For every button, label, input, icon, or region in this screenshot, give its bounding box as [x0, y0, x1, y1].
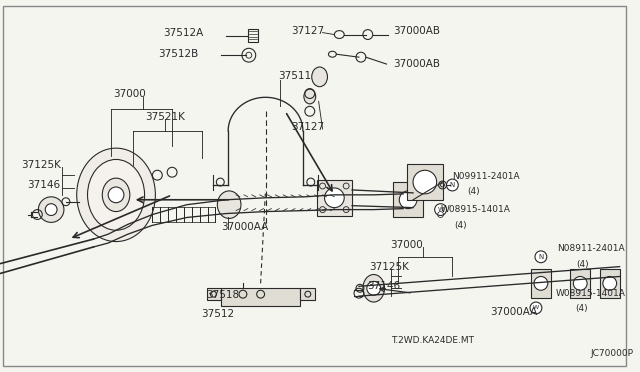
Text: 37511: 37511 [278, 71, 312, 81]
Text: 37000AA: 37000AA [490, 307, 537, 317]
Text: 37512A: 37512A [163, 28, 204, 38]
Text: 37125K: 37125K [22, 160, 61, 170]
Ellipse shape [312, 67, 328, 87]
Text: W: W [438, 207, 444, 212]
Text: (4): (4) [454, 221, 467, 230]
Text: 37127: 37127 [291, 122, 324, 132]
FancyBboxPatch shape [317, 180, 352, 215]
FancyBboxPatch shape [531, 269, 551, 298]
Ellipse shape [218, 191, 241, 218]
Bar [207, 288, 221, 300]
Text: T.2WD.KA24DE.MT: T.2WD.KA24DE.MT [392, 336, 474, 345]
Text: W08915-1401A: W08915-1401A [556, 289, 625, 298]
FancyBboxPatch shape [570, 269, 590, 298]
Text: 37000AB: 37000AB [394, 59, 440, 69]
Text: W08915-1401A: W08915-1401A [440, 205, 511, 214]
FancyBboxPatch shape [600, 269, 620, 298]
Text: N: N [538, 254, 543, 260]
Text: 37000: 37000 [113, 89, 146, 99]
Circle shape [534, 276, 548, 290]
Text: 37512B: 37512B [159, 49, 198, 59]
Text: 37000AA: 37000AA [221, 222, 269, 232]
Circle shape [324, 188, 344, 208]
Circle shape [399, 191, 417, 209]
Text: 37146: 37146 [28, 180, 61, 190]
Bar [248, 29, 258, 42]
Text: W: W [533, 305, 539, 311]
Bar [221, 288, 300, 306]
Text: 37146: 37146 [367, 281, 400, 291]
Circle shape [108, 187, 124, 203]
Circle shape [435, 204, 447, 215]
Text: 37512: 37512 [202, 309, 235, 319]
Text: (4): (4) [467, 187, 480, 196]
Text: 37000AB: 37000AB [394, 26, 440, 36]
Text: 37127: 37127 [291, 26, 324, 36]
Circle shape [367, 281, 381, 295]
Text: (4): (4) [576, 260, 589, 269]
Ellipse shape [102, 178, 130, 212]
Ellipse shape [363, 275, 385, 302]
Text: JC70000P: JC70000P [590, 349, 633, 358]
Text: 37518: 37518 [207, 290, 239, 300]
Text: 37521K: 37521K [145, 112, 186, 122]
FancyBboxPatch shape [407, 164, 442, 200]
Ellipse shape [88, 160, 145, 230]
Circle shape [530, 302, 542, 314]
Text: 37000: 37000 [390, 240, 423, 250]
Text: 37125K: 37125K [369, 262, 409, 272]
Circle shape [38, 197, 64, 222]
Circle shape [45, 204, 57, 215]
Bar [300, 288, 315, 300]
Text: N09911-2401A: N09911-2401A [452, 171, 520, 181]
Text: N: N [450, 182, 455, 188]
Circle shape [603, 276, 616, 290]
Circle shape [447, 179, 458, 191]
Ellipse shape [77, 148, 156, 241]
Text: N08911-2401A: N08911-2401A [557, 244, 625, 253]
FancyBboxPatch shape [394, 182, 423, 218]
Circle shape [413, 170, 436, 194]
Ellipse shape [304, 89, 316, 104]
Text: (4): (4) [575, 304, 588, 314]
Circle shape [535, 251, 547, 263]
Circle shape [573, 276, 587, 290]
